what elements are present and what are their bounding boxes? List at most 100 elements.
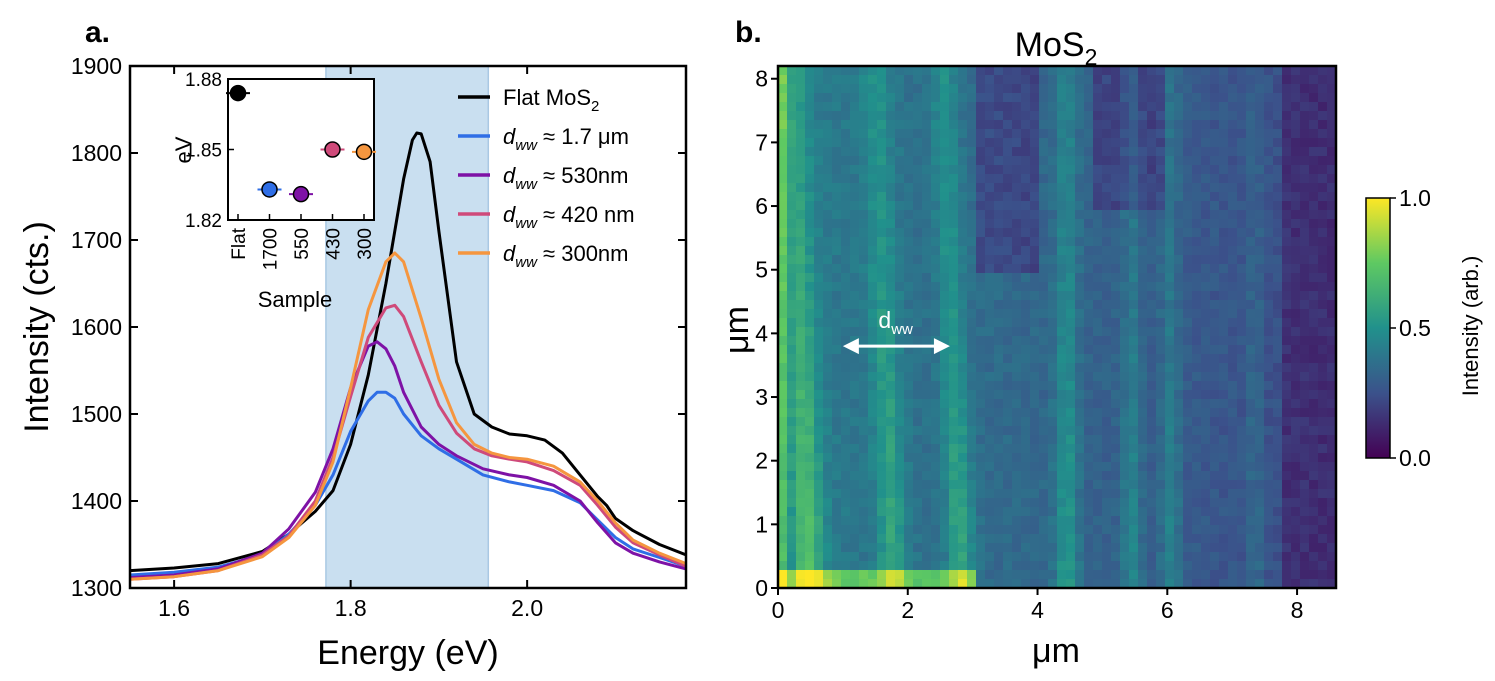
heatmap-cell — [1246, 219, 1256, 229]
heatmap-cell — [1057, 111, 1067, 121]
heatmap-cell — [1237, 579, 1247, 589]
heatmap-cell — [859, 102, 869, 112]
heatmap-cell — [1219, 111, 1229, 121]
heatmap-cell — [823, 525, 833, 535]
heatmap-cell — [1147, 183, 1157, 193]
heatmap-cell — [787, 372, 797, 382]
heatmap-cell — [859, 381, 869, 391]
y-tick-label-b: 5 — [755, 257, 768, 283]
heatmap-cell — [1273, 246, 1283, 256]
heatmap-cell — [985, 435, 995, 445]
heatmap-cell — [1273, 93, 1283, 103]
heatmap-cell — [940, 255, 950, 265]
heatmap-cell — [1048, 165, 1058, 175]
heatmap-cell — [1093, 543, 1103, 553]
heatmap-cell — [1120, 489, 1130, 499]
heatmap-cell — [1246, 390, 1256, 400]
heatmap-cell — [1111, 255, 1121, 265]
heatmap-cell — [778, 93, 788, 103]
heatmap-cell — [1075, 291, 1085, 301]
heatmap-cell — [832, 471, 842, 481]
heatmap-cell — [1219, 327, 1229, 337]
heatmap-cell — [958, 264, 968, 274]
x-tick-label-a: 1.8 — [335, 595, 367, 621]
heatmap-cell — [1003, 507, 1013, 517]
heatmap-cell — [1057, 246, 1067, 256]
heatmap-cell — [1003, 579, 1013, 589]
heatmap-cell — [850, 408, 860, 418]
heatmap-cell — [886, 138, 896, 148]
heatmap-cell — [1273, 210, 1283, 220]
heatmap-cell — [778, 507, 788, 517]
heatmap-cell — [1057, 498, 1067, 508]
heatmap-cell — [931, 381, 941, 391]
heatmap-cell — [1246, 489, 1256, 499]
heatmap-cell — [1138, 498, 1148, 508]
heatmap-cell — [1138, 282, 1148, 292]
heatmap-cell — [1111, 507, 1121, 517]
heatmap-cell — [1156, 543, 1166, 553]
heatmap-cell — [1165, 534, 1175, 544]
heatmap-cell — [1048, 84, 1058, 94]
heatmap-cell — [1084, 543, 1094, 553]
heatmap-cell — [904, 498, 914, 508]
heatmap-cell — [868, 129, 878, 139]
heatmap-cell — [985, 579, 995, 589]
heatmap-cell — [1282, 273, 1292, 283]
heatmap-cell — [958, 255, 968, 265]
heatmap-cell — [868, 273, 878, 283]
heatmap-cell — [859, 156, 869, 166]
heatmap-cell — [958, 309, 968, 319]
heatmap-cell — [1066, 543, 1076, 553]
heatmap-cell — [1210, 534, 1220, 544]
heatmap-cell — [1075, 345, 1085, 355]
heatmap-cell — [1273, 237, 1283, 247]
heatmap-cell — [778, 390, 788, 400]
heatmap-cell — [1138, 237, 1148, 247]
heatmap-cell — [1039, 84, 1049, 94]
heatmap-cell — [796, 147, 806, 157]
heatmap-cell — [1282, 210, 1292, 220]
heatmap-cell — [967, 120, 977, 130]
heatmap-cell — [904, 129, 914, 139]
heatmap-cell — [1264, 120, 1274, 130]
heatmap-cell — [787, 192, 797, 202]
heatmap-cell — [1174, 156, 1184, 166]
heatmap-cell — [814, 417, 824, 427]
heatmap-cell — [1102, 498, 1112, 508]
heatmap-cell — [1102, 300, 1112, 310]
heatmap-cell — [1228, 525, 1238, 535]
heatmap-cell — [1012, 300, 1022, 310]
y-tick-label-b: 8 — [755, 66, 768, 92]
heatmap-cell — [841, 435, 851, 445]
heatmap-cell — [967, 552, 977, 562]
heatmap-cell — [1201, 444, 1211, 454]
heatmap-cell — [832, 372, 842, 382]
heatmap-cell — [1174, 264, 1184, 274]
heatmap-cell — [877, 246, 887, 256]
heatmap-cell — [1309, 453, 1319, 463]
heatmap-cell — [1183, 444, 1193, 454]
heatmap-cell — [796, 552, 806, 562]
heatmap-cell — [796, 165, 806, 175]
heatmap-cell — [913, 111, 923, 121]
heatmap-cell — [850, 543, 860, 553]
heatmap-cell — [778, 444, 788, 454]
heatmap-cell — [1057, 120, 1067, 130]
heatmap-cell — [1102, 363, 1112, 373]
heatmap-cell — [1066, 489, 1076, 499]
heatmap-cell — [1102, 570, 1112, 580]
heatmap-cell — [1309, 390, 1319, 400]
heatmap-cell — [1093, 201, 1103, 211]
heatmap-cell — [1201, 507, 1211, 517]
heatmap-cell — [958, 390, 968, 400]
heatmap-cell — [841, 237, 851, 247]
heatmap-cell — [814, 390, 824, 400]
heatmap-cell — [913, 129, 923, 139]
heatmap-cell — [1327, 165, 1337, 175]
heatmap-cell — [1291, 363, 1301, 373]
heatmap-cell — [1327, 300, 1337, 310]
heatmap-cell — [841, 453, 851, 463]
heatmap-cell — [787, 156, 797, 166]
heatmap-cell — [1003, 453, 1013, 463]
